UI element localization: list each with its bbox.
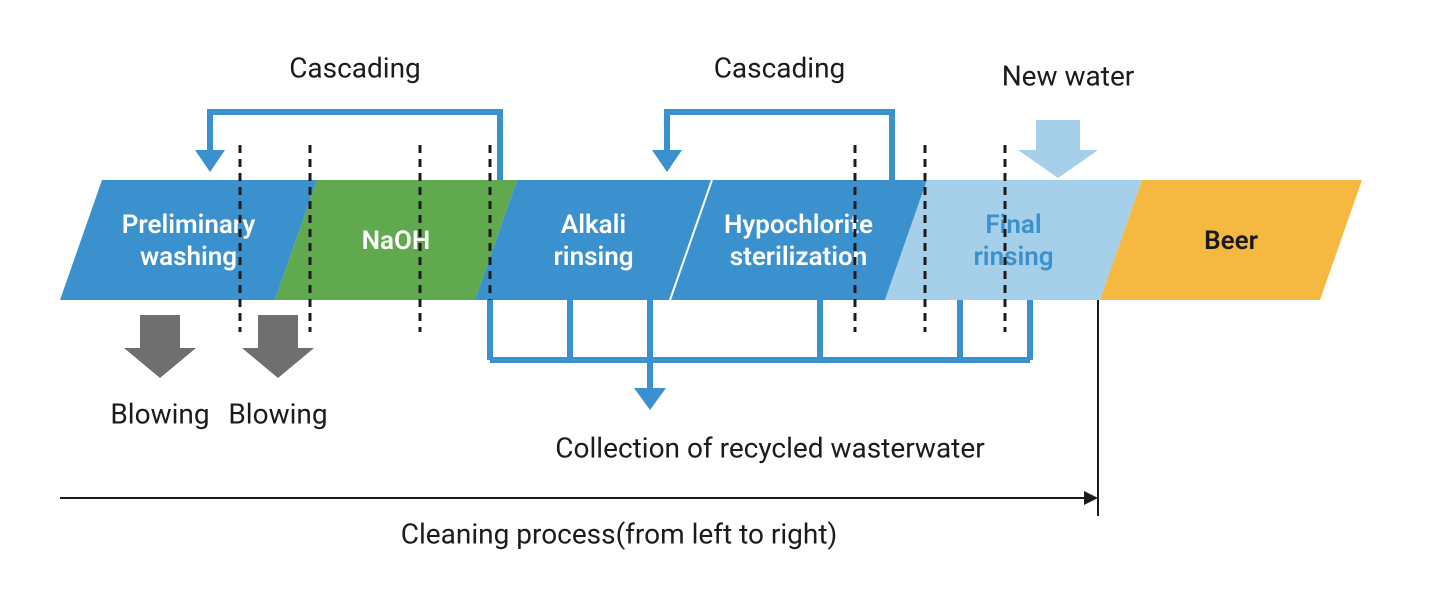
stage-hypo (670, 180, 927, 300)
stage-final-label-2: rinsing (973, 242, 1053, 272)
cascading-label-1: Cascading (289, 51, 421, 84)
cascading-label-2: Cascading (714, 51, 846, 84)
cascading-arrow-1 (210, 112, 500, 180)
cascading-arrowhead-1 (195, 150, 225, 172)
blowing-label-2: Blowing (228, 397, 327, 430)
blowing-label-1: Blowing (110, 397, 209, 430)
collection-label: Collection of recycled wasterwater (555, 431, 985, 464)
stage-final-label-1: Final (985, 210, 1041, 240)
stage-alkali-label-2: rinsing (553, 242, 633, 272)
stage-hypo-label-1: Hypochlorite (724, 210, 873, 240)
collection-arrowhead (634, 388, 666, 410)
stage-final (885, 180, 1142, 300)
diagram-canvas: PreliminarywashingNaOHAlkalirinsingHypoc… (0, 0, 1446, 597)
axis-arrowhead (1084, 491, 1098, 505)
new-water-label: New water (1002, 59, 1135, 92)
stage-prelim (60, 180, 317, 300)
cascading-arrow-2 (667, 112, 892, 180)
stage-hypo-label-2: sterilization (730, 242, 868, 272)
axis-label: Cleaning process(from left to right) (401, 517, 837, 550)
blowing-arrow-2 (242, 315, 314, 378)
stage-prelim-label-1: Preliminary (122, 210, 256, 240)
stage-prelim-label-2: washing (140, 242, 237, 272)
stage-alkali-label-1: Alkali (561, 210, 626, 240)
cascading-arrowhead-2 (652, 150, 682, 172)
blowing-arrow-1 (124, 315, 196, 378)
stage-beer-label: Beer (1204, 226, 1258, 256)
new-water-arrow (1018, 120, 1098, 178)
